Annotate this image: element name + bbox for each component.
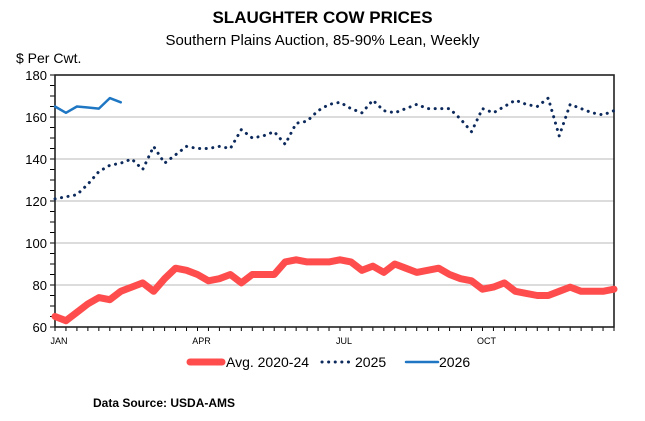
series-line-2026 [53, 96, 123, 115]
y-tick-label: 120 [25, 194, 47, 209]
y-tick-label: 180 [25, 68, 47, 83]
series-line-2025 [53, 96, 616, 201]
legend-label: 2026 [439, 354, 470, 370]
x-tick-label: OCT [477, 336, 497, 346]
plot-frame [54, 74, 615, 328]
chart-subtitle: Southern Plains Auction, 85-90% Lean, We… [165, 32, 480, 49]
data-source: Data Source: USDA-AMS [93, 396, 236, 410]
y-tick-label: 100 [25, 236, 47, 251]
series-line-avg-2020-24 [51, 256, 618, 325]
x-tick-label: JAN [50, 336, 67, 346]
y-tick-label: 60 [33, 320, 47, 335]
y-tick-label: 80 [33, 278, 47, 293]
y-axis-label: $ Per Cwt. [16, 50, 82, 66]
legend-label: Avg. 2020-24 [226, 354, 309, 370]
chart-title: SLAUGHTER COW PRICES [212, 8, 433, 27]
y-tick-label: 140 [25, 152, 47, 167]
legend-label: 2025 [355, 354, 386, 370]
x-tick-label: APR [192, 336, 211, 346]
y-tick-label: 160 [25, 110, 47, 125]
x-tick-label: JUL [336, 336, 352, 346]
